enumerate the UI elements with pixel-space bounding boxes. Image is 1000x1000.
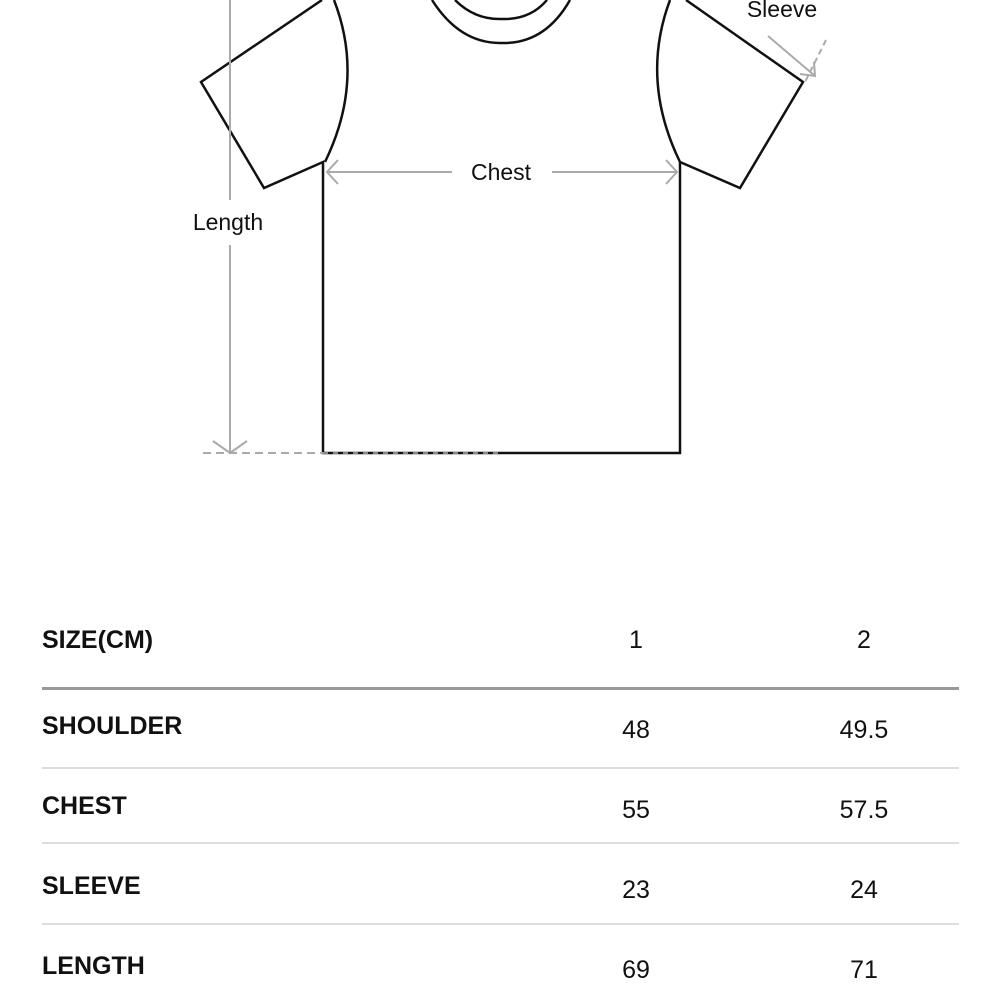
row-divider [42, 767, 959, 769]
row-value: 71 [850, 956, 878, 984]
size-2-header: 2 [857, 626, 871, 654]
row-label: LENGTH [42, 952, 145, 980]
chest-label: Chest [471, 159, 532, 185]
tshirt-outline [199, 0, 805, 455]
header-divider [42, 687, 959, 690]
row-label: SLEEVE [42, 872, 141, 900]
row-value: 23 [622, 876, 650, 904]
row-value: 49.5 [839, 716, 889, 744]
row-value: 69 [622, 956, 650, 984]
size-1-header: 1 [629, 626, 643, 654]
row-value: 24 [850, 876, 878, 904]
measurement-arrows [203, 0, 827, 455]
sleeve-label: Sleeve [747, 0, 817, 22]
tshirt-diagram: Sleeve Chest Length [193, 0, 827, 455]
row-label: CHEST [42, 792, 127, 820]
row-divider [42, 842, 959, 844]
row-value: 48 [622, 716, 650, 744]
row-label: SHOULDER [42, 712, 183, 740]
length-label: Length [193, 209, 263, 235]
row-divider [42, 923, 959, 925]
row-value: 57.5 [839, 796, 889, 824]
row-value: 55 [622, 796, 650, 824]
header-label: SIZE(CM) [42, 626, 154, 654]
